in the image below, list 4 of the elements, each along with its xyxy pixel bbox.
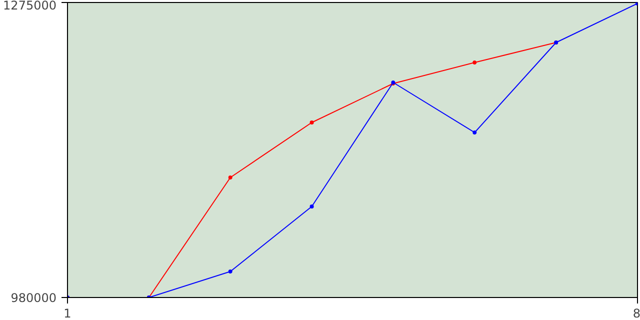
x-tick-label: 1 (64, 306, 72, 320)
y-tick-label: 980000 (10, 291, 57, 305)
y-tick-label: 1275000 (3, 0, 57, 12)
x-tick-label: 8 (632, 306, 640, 320)
